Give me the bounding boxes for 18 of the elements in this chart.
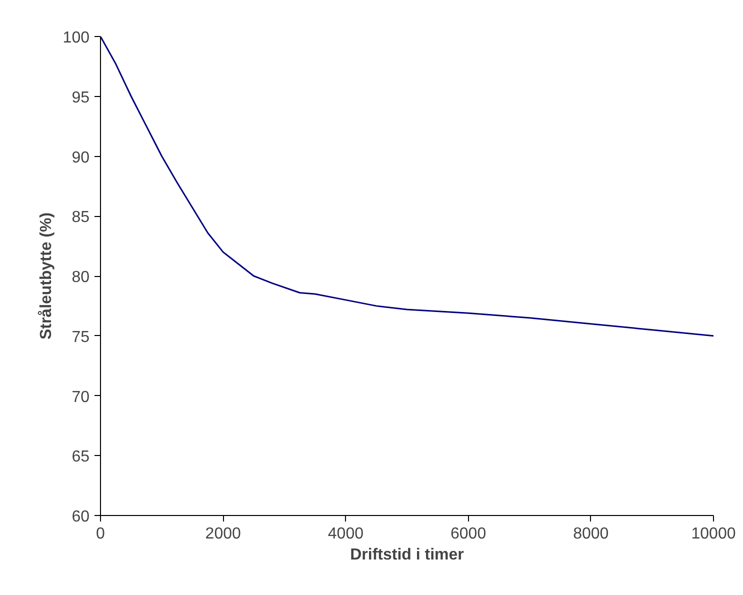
y-tick-label: 60	[72, 508, 90, 526]
y-tick-label: 70	[72, 388, 90, 406]
y-tick-label: 80	[72, 269, 90, 286]
x-tick-label: 8000	[573, 526, 609, 542]
y-axis-title: Stråleutbytte (%)	[36, 212, 55, 340]
y-tick-label: 65	[72, 448, 90, 466]
x-tick-label: 6000	[450, 526, 486, 542]
x-tick-label: 0	[96, 526, 106, 542]
x-tick-label: 2000	[205, 526, 241, 542]
x-tick-label: 4000	[328, 526, 364, 542]
y-tick-label: 95	[72, 89, 90, 106]
x-axis-title: Driftstid i timer	[350, 546, 464, 564]
y-tick-label: 85	[72, 209, 90, 226]
y-tick-label: 90	[72, 149, 90, 166]
line-series	[100, 36, 714, 337]
x-tick-label: 10000	[691, 526, 736, 542]
y-tick-label: 75	[72, 328, 90, 346]
y-tick-label: 100	[62, 30, 90, 46]
